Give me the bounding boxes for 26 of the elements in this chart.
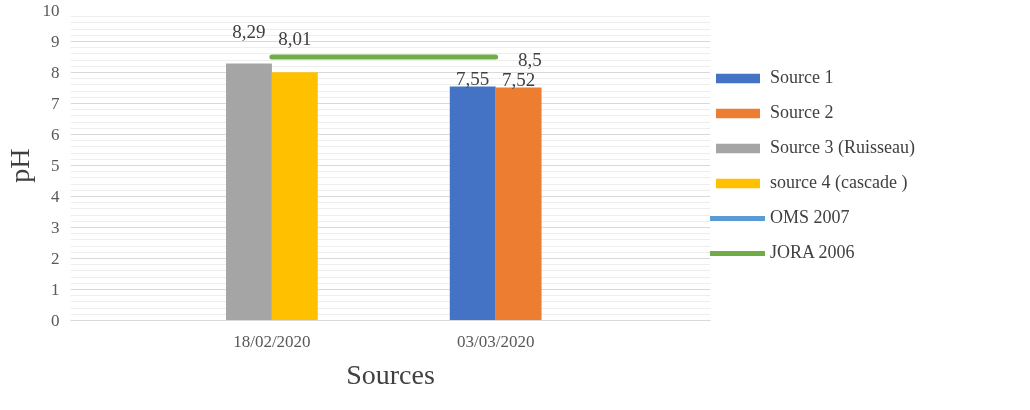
y-tick-label: 8 [51,63,60,82]
legend-label: Source 1 [770,67,834,88]
y-tick-label: 1 [51,280,60,299]
y-tick-label: 10 [42,1,60,20]
y-tick-label: 6 [51,125,60,144]
legend-label: OMS 2007 [770,207,850,228]
legend-label: Source 3 (Ruisseau) [770,137,915,158]
y-tick-label: 0 [51,311,60,330]
legend-label: Source 2 [770,102,834,123]
y-tick-label: 7 [51,94,60,113]
data-label: 7,52 [501,68,536,90]
x-tick-label: 03/03/2020 [456,331,535,351]
x-tick-label: 18/02/2020 [233,331,311,351]
y-tick-label: 9 [51,32,60,51]
y-tick-label: 5 [51,156,60,175]
x-axis-title: Sources [346,358,435,390]
y-tick-label: 3 [51,218,60,237]
data-label: 8,5 [518,49,542,71]
y-tick-label: 2 [51,249,60,268]
legend-label: JORA 2006 [770,242,855,263]
y-tick-label: 4 [51,187,60,206]
y-axis-title: pH [3,148,35,183]
data-label: 8,29 [232,21,266,43]
data-label: 8,01 [278,27,312,49]
data-label: 7,55 [456,67,490,89]
legend-label: source 4 (cascade ) [770,172,908,193]
